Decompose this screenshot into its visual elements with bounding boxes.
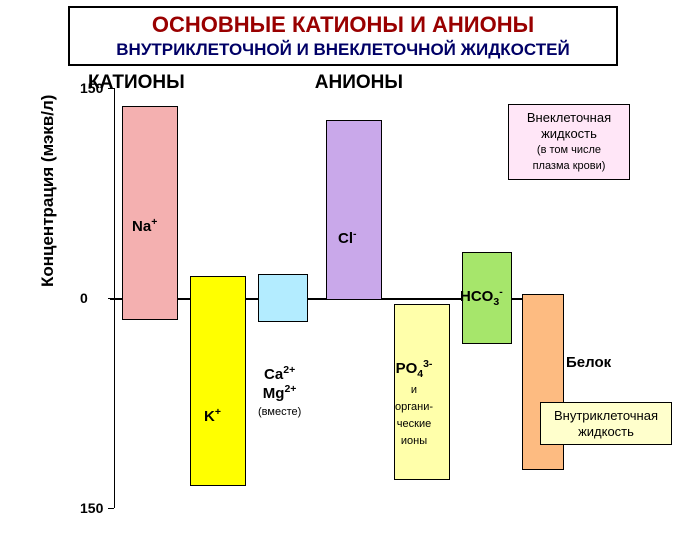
chart-area: 1500150 Na+K+Ca2+Mg2+(вместе)Cl-PO43-иор…	[114, 88, 534, 508]
legend-extra: Внеклеточнаяжидкость(в том числеплазма к…	[508, 104, 630, 180]
bar-label-na: Na+	[132, 216, 157, 235]
ytick-line	[108, 508, 114, 509]
ytick-label: 150	[80, 500, 103, 516]
yaxis-label: Концентрация (мэкв/л)	[38, 94, 58, 286]
bar-label-hco3: HCO3-	[460, 286, 503, 308]
bar-label-camg: Ca2+Mg2+(вместе)	[258, 364, 301, 419]
title-main: ОСНОВНЫЕ КАТИОНЫ И АНИОНЫ	[78, 12, 608, 38]
bar-cl	[326, 120, 382, 300]
ytick-label: 0	[80, 290, 88, 306]
bar-na	[122, 106, 178, 320]
ytick-label: 150	[80, 80, 103, 96]
ytick-line	[108, 88, 114, 89]
bar-label-cl: Cl-	[338, 228, 357, 247]
bar-k	[190, 276, 246, 486]
bar-label-k: K+	[204, 406, 221, 425]
bar-label-prot: Белок	[566, 354, 611, 371]
title-box: ОСНОВНЫЕ КАТИОНЫ И АНИОНЫ ВНУТРИКЛЕТОЧНО…	[68, 6, 618, 66]
legend-intra: Внутриклеточнаяжидкость	[540, 402, 672, 445]
bar-label-po4: PO43-иоргани-ческиеионы	[395, 358, 433, 448]
title-sub: ВНУТРИКЛЕТОЧНОЙ И ВНЕКЛЕТОЧНОЙ ЖИДКОСТЕЙ	[78, 40, 608, 60]
bar-camg	[258, 274, 308, 322]
